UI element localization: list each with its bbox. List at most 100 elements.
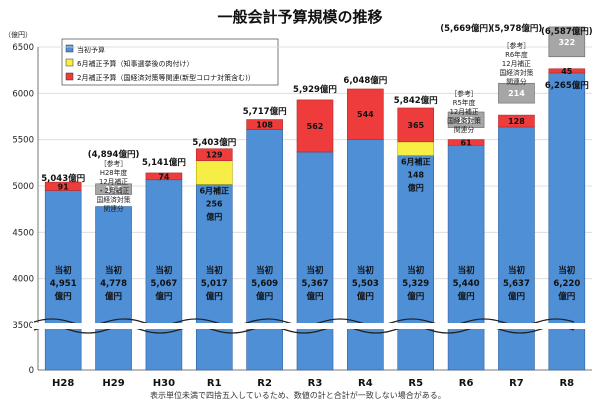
note-line: R5年度	[453, 98, 476, 107]
total-label: 5,403億円	[192, 137, 236, 148]
y-tick-label: 6500	[12, 43, 34, 53]
segment-label: 562	[307, 122, 324, 131]
segment-label: 74	[158, 172, 170, 181]
bar-initial	[247, 130, 283, 370]
x-tick-label: R8	[559, 378, 574, 389]
initial-unit: 億円	[508, 291, 525, 302]
y-tick-label: 5500	[12, 136, 34, 146]
initial-value: 5,440	[453, 279, 480, 289]
initial-prefix: 当初	[105, 265, 123, 276]
initial-unit: 億円	[357, 291, 374, 302]
x-tick-label: R5	[408, 378, 423, 389]
y-tick-label: 4500	[12, 228, 34, 238]
note-line: 国経済対策	[499, 68, 533, 77]
total-label: (4,894億円)	[88, 149, 140, 160]
bar-initial	[498, 127, 534, 370]
bar-june	[196, 161, 232, 185]
x-tick-label: H30	[153, 378, 175, 389]
bar-initial	[297, 152, 333, 370]
initial-unit: 億円	[306, 291, 323, 302]
june-label: 148	[407, 171, 424, 180]
note-line: 関連分	[506, 77, 527, 86]
segment-label: 128	[508, 117, 525, 126]
note-line: H28年度	[100, 168, 128, 177]
segment-label: 45	[561, 67, 573, 76]
segment-label: 129	[206, 151, 223, 160]
initial-prefix: 当初	[558, 265, 576, 276]
june-label: 億円	[408, 183, 424, 193]
june-label: 億円	[206, 211, 222, 221]
bar-initial	[448, 145, 484, 370]
x-tick-label: R1	[207, 378, 222, 389]
legend-swatch	[66, 45, 73, 52]
initial-unit: 億円	[155, 291, 172, 302]
initial-value: 5,329	[402, 279, 429, 289]
legend-label: 6月補正予算（知事選挙後の肉付け）	[77, 59, 193, 68]
note-line: ［参考］	[503, 41, 530, 50]
y-tick-label: 5000	[12, 182, 34, 192]
note-line: 国経済対策	[97, 195, 131, 204]
total-label: 5,717億円	[243, 106, 287, 117]
footnote: 表示単位未満で四捨五入しているため、数値の計と合計が一致しない場合がある。	[150, 390, 446, 400]
x-tick-label: R2	[257, 378, 272, 389]
initial-unit: 億円	[105, 291, 122, 302]
initial-prefix: 当初	[458, 265, 476, 276]
x-tick-label: R6	[459, 378, 474, 389]
segment-label: 61	[461, 138, 473, 147]
june-label: 256	[206, 199, 223, 208]
initial-prefix: 当初	[508, 265, 526, 276]
y-tick-label: 0	[29, 366, 34, 376]
initial-unit: 億円	[407, 291, 424, 302]
initial-prefix: 当初	[206, 265, 224, 276]
note-line: ・2月補正	[98, 186, 130, 195]
note-line: 12月補正	[450, 107, 479, 116]
r8-initial-label: 6,265億円	[545, 80, 589, 91]
total-label: 5,929億円	[293, 84, 337, 95]
legend-label: 2月補正予算（国経済対策等関連(新型コロナ対策含む)）	[77, 73, 255, 82]
total-label: 5,043億円	[41, 173, 85, 184]
note-line: 関連分	[103, 204, 124, 213]
total-label: 5,842億円	[394, 95, 438, 106]
initial-value: 4,951	[50, 279, 77, 289]
note-line: 関連分	[454, 125, 475, 134]
initial-value: 5,017	[201, 279, 228, 289]
note-line: ［参考］	[450, 89, 477, 98]
axis-break-gap	[32, 323, 594, 329]
note-line: 12月補正	[99, 177, 128, 186]
initial-prefix: 当初	[155, 265, 173, 276]
legend-swatch	[66, 59, 73, 66]
legend-swatch	[66, 73, 73, 80]
initial-unit: 億円	[55, 291, 72, 302]
initial-unit: 億円	[558, 291, 575, 302]
initial-unit: 億円	[458, 291, 475, 302]
initial-value: 5,067	[150, 279, 177, 289]
x-tick-label: R3	[308, 378, 323, 389]
segment-label: 365	[407, 121, 424, 130]
initial-prefix: 当初	[407, 265, 425, 276]
y-tick-label: 4000	[12, 275, 34, 285]
x-tick-label: H29	[102, 378, 124, 389]
segment-label: 108	[256, 121, 273, 130]
total-label: (6,587億円)	[541, 26, 593, 37]
total-label: (5,669億円)	[440, 23, 492, 34]
legend-label: 当初予算	[77, 45, 105, 54]
y-tick-label: 3500	[12, 321, 34, 331]
initial-prefix: 当初	[306, 265, 324, 276]
initial-value: 5,637	[503, 279, 530, 289]
initial-prefix: 当初	[256, 265, 274, 276]
initial-unit: 億円	[256, 291, 273, 302]
initial-value: 5,367	[302, 279, 329, 289]
june-label: 6月補正	[199, 185, 229, 195]
y-unit-label: （億円）	[4, 30, 32, 39]
legend: 当初予算 6月補正予算（知事選挙後の肉付け） 2月補正予算（国経済対策等関連(新型コ…	[62, 39, 278, 85]
initial-prefix: 当初	[55, 265, 73, 276]
x-tick-label: R4	[358, 378, 373, 389]
initial-value: 5,609	[251, 279, 278, 289]
x-tick-label: R7	[509, 378, 524, 389]
note-line: 国経済対策	[447, 116, 481, 125]
note-line: 12月補正	[502, 59, 531, 68]
note-line: R6年度	[505, 50, 528, 59]
chart-title: 一般会計予算規模の推移	[217, 8, 382, 26]
